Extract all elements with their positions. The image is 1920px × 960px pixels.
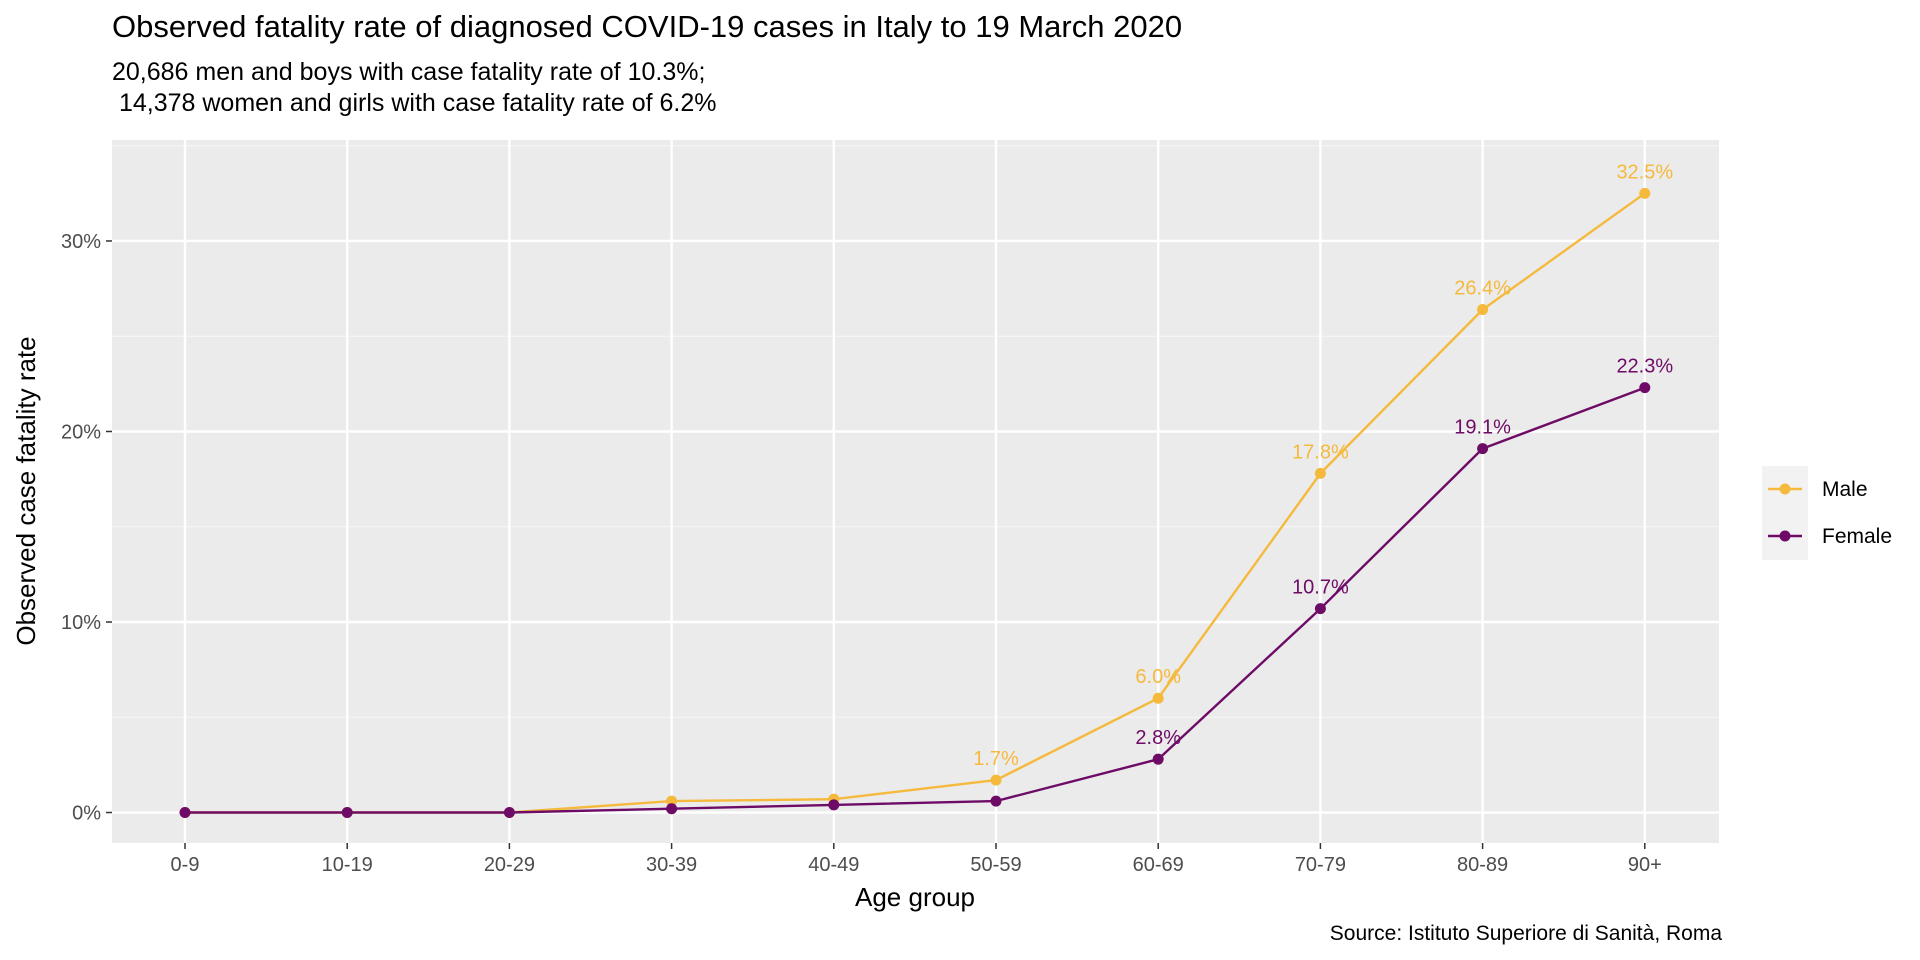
- legend-key-point-male: [1779, 483, 1791, 495]
- x-tick-label: 40-49: [808, 854, 859, 876]
- x-tick-label: 0-9: [171, 854, 200, 876]
- data-label-female: 19.1%: [1454, 417, 1511, 439]
- legend-label-male: Male: [1822, 478, 1868, 501]
- data-label-female: 22.3%: [1616, 356, 1673, 378]
- data-label-female: 2.8%: [1135, 727, 1181, 749]
- data-label-female: 10.7%: [1292, 577, 1349, 599]
- x-tick-label: 90+: [1628, 854, 1662, 876]
- data-point-female: [828, 799, 840, 811]
- x-tick-label: 70-79: [1295, 854, 1346, 876]
- y-tick-label: 30%: [61, 231, 101, 253]
- data-point-female: [990, 795, 1002, 807]
- data-label-male: 17.8%: [1292, 441, 1349, 463]
- chart-subtitle: 20,686 men and boys with case fatality r…: [112, 58, 717, 117]
- data-point-female: [1152, 753, 1164, 765]
- data-label-male: 6.0%: [1135, 666, 1181, 688]
- y-tick-label: 10%: [61, 612, 101, 634]
- legend-key-background: [1762, 466, 1808, 560]
- data-point-female: [341, 807, 353, 819]
- x-tick-label: 60-69: [1133, 854, 1184, 876]
- data-label-male: 1.7%: [973, 748, 1019, 770]
- data-point-male: [1314, 467, 1326, 479]
- data-point-male: [1152, 692, 1164, 704]
- x-tick-label: 30-39: [646, 854, 697, 876]
- data-point-male: [666, 795, 678, 807]
- data-point-male: [1477, 304, 1489, 316]
- series-layer: [179, 187, 1651, 819]
- data-label-male: 32.5%: [1616, 161, 1673, 183]
- chart-caption: Source: Istituto Superiore di Sanità, Ro…: [1329, 922, 1722, 945]
- legend-label-female: Female: [1822, 525, 1892, 548]
- data-point-male: [1639, 187, 1651, 199]
- x-tick-label: 20-29: [484, 854, 535, 876]
- y-tick-label: 0%: [72, 803, 101, 825]
- data-label-male: 26.4%: [1454, 278, 1511, 300]
- series-line-female: [185, 386, 1646, 814]
- data-point-male: [990, 774, 1002, 786]
- data-point-female: [503, 807, 515, 819]
- y-tick-label: 20%: [61, 421, 101, 443]
- x-tick-label: 10-19: [322, 854, 373, 876]
- x-axis-title: Age group: [855, 882, 975, 912]
- data-point-female: [1477, 443, 1489, 455]
- data-point-female: [179, 807, 191, 819]
- data-point-female: [1314, 603, 1326, 615]
- data-point-female: [1639, 382, 1651, 394]
- legend-key-point-female: [1779, 530, 1791, 542]
- legend: Male Female: [1762, 466, 1892, 560]
- chart-title: Observed fatality rate of diagnosed COVI…: [112, 9, 1183, 44]
- axes: 0% 10% 20% 30% 0-9 10-19 20-29 30-39 40-49 50-59 6…: [61, 231, 1662, 876]
- data-point-female: [666, 803, 678, 815]
- plot-panel: [112, 140, 1719, 843]
- y-axis-title: Observed case fatality rate: [11, 336, 41, 645]
- data-labels: 1.7% 6.0% 17.8% 26.4% 32.5% 2.8% 10.7% 19.1% 22.…: [973, 161, 1673, 770]
- x-tick-label: 80-89: [1457, 854, 1508, 876]
- x-tick-label: 50-59: [970, 854, 1021, 876]
